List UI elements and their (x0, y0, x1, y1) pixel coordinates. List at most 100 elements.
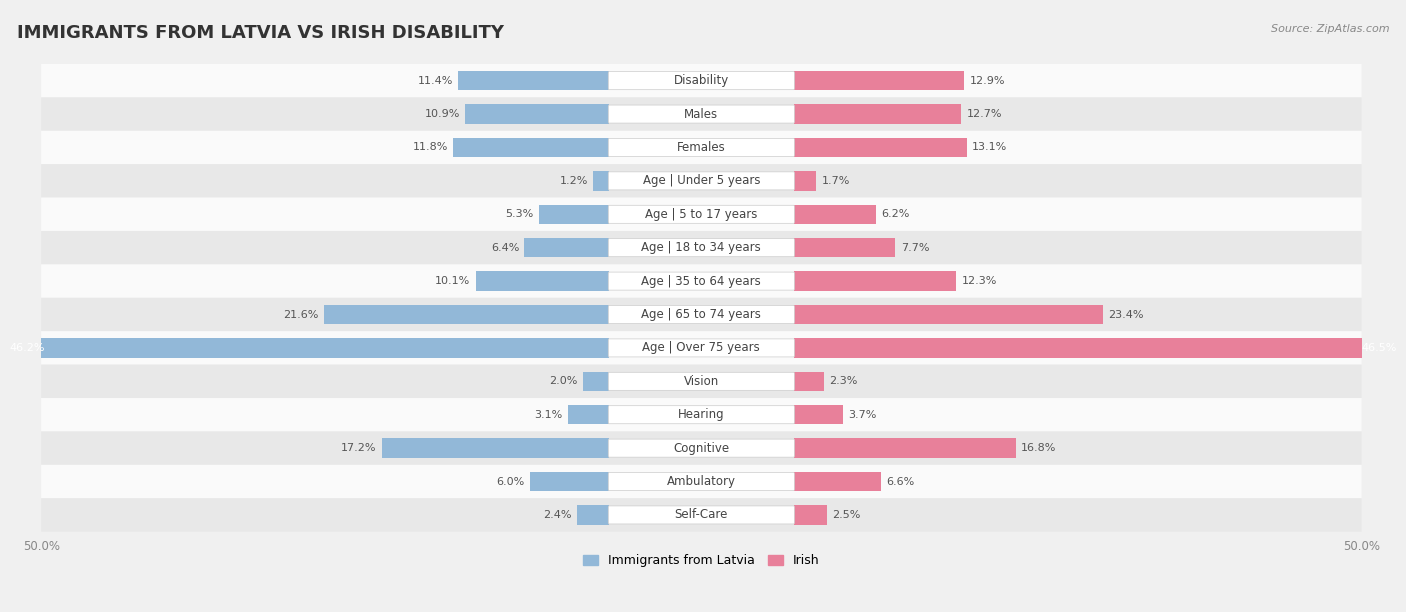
FancyBboxPatch shape (41, 264, 1361, 298)
Bar (794, 271, 956, 291)
Text: Age | 18 to 34 years: Age | 18 to 34 years (641, 241, 761, 254)
Text: Age | Over 75 years: Age | Over 75 years (643, 341, 761, 354)
Text: 3.1%: 3.1% (534, 409, 562, 420)
FancyBboxPatch shape (609, 305, 794, 324)
Text: 6.4%: 6.4% (491, 243, 519, 253)
FancyBboxPatch shape (609, 272, 794, 290)
Bar (465, 105, 609, 124)
Bar (593, 171, 609, 190)
Text: 13.1%: 13.1% (972, 143, 1007, 152)
Text: 16.8%: 16.8% (1021, 443, 1056, 453)
Bar (794, 238, 896, 258)
Bar (794, 371, 824, 391)
Bar (0, 338, 609, 357)
Bar (578, 506, 609, 524)
FancyBboxPatch shape (609, 239, 794, 256)
Text: 17.2%: 17.2% (342, 443, 377, 453)
Text: Disability: Disability (673, 74, 728, 87)
Bar (794, 105, 962, 124)
FancyBboxPatch shape (41, 97, 1361, 131)
Text: 7.7%: 7.7% (901, 243, 929, 253)
FancyBboxPatch shape (41, 331, 1361, 365)
Bar (794, 506, 827, 524)
Text: 11.8%: 11.8% (412, 143, 449, 152)
FancyBboxPatch shape (609, 372, 794, 390)
Text: 2.5%: 2.5% (832, 510, 860, 520)
FancyBboxPatch shape (609, 339, 794, 357)
Text: 12.9%: 12.9% (969, 76, 1005, 86)
Text: 5.3%: 5.3% (505, 209, 534, 219)
Bar (453, 138, 609, 157)
Text: 11.4%: 11.4% (418, 76, 453, 86)
Text: Ambulatory: Ambulatory (666, 475, 735, 488)
Bar (794, 438, 1015, 458)
Bar (475, 271, 609, 291)
Text: 6.0%: 6.0% (496, 477, 524, 487)
Text: IMMIGRANTS FROM LATVIA VS IRISH DISABILITY: IMMIGRANTS FROM LATVIA VS IRISH DISABILI… (17, 24, 503, 42)
FancyBboxPatch shape (41, 198, 1361, 231)
Bar (794, 472, 882, 491)
Text: 3.7%: 3.7% (848, 409, 876, 420)
FancyBboxPatch shape (609, 205, 794, 223)
Text: 6.6%: 6.6% (886, 477, 914, 487)
FancyBboxPatch shape (609, 72, 794, 90)
FancyBboxPatch shape (41, 64, 1361, 97)
Text: 12.7%: 12.7% (967, 109, 1002, 119)
Text: Males: Males (685, 108, 718, 121)
FancyBboxPatch shape (41, 365, 1361, 398)
Text: 10.9%: 10.9% (425, 109, 460, 119)
Text: 1.7%: 1.7% (821, 176, 849, 186)
Text: Source: ZipAtlas.com: Source: ZipAtlas.com (1271, 24, 1389, 34)
Text: 2.0%: 2.0% (548, 376, 578, 386)
Bar (794, 204, 876, 224)
Text: Females: Females (678, 141, 725, 154)
Text: 12.3%: 12.3% (962, 276, 997, 286)
Bar (794, 305, 1102, 324)
Text: 1.2%: 1.2% (560, 176, 588, 186)
Text: 46.2%: 46.2% (10, 343, 45, 353)
Bar (582, 371, 609, 391)
Text: Age | 5 to 17 years: Age | 5 to 17 years (645, 208, 758, 221)
Bar (794, 71, 965, 91)
Text: 2.3%: 2.3% (830, 376, 858, 386)
Bar (458, 71, 609, 91)
Text: 2.4%: 2.4% (544, 510, 572, 520)
Text: Age | Under 5 years: Age | Under 5 years (643, 174, 761, 187)
Bar (382, 438, 609, 458)
Bar (794, 405, 842, 424)
Text: 10.1%: 10.1% (434, 276, 470, 286)
FancyBboxPatch shape (41, 231, 1361, 264)
Bar (794, 171, 817, 190)
FancyBboxPatch shape (41, 164, 1361, 198)
Text: Age | 65 to 74 years: Age | 65 to 74 years (641, 308, 761, 321)
FancyBboxPatch shape (41, 131, 1361, 164)
Bar (538, 204, 609, 224)
Text: Hearing: Hearing (678, 408, 724, 421)
Bar (524, 238, 609, 258)
Text: 23.4%: 23.4% (1108, 310, 1143, 319)
Text: Vision: Vision (683, 375, 718, 388)
FancyBboxPatch shape (609, 472, 794, 491)
FancyBboxPatch shape (41, 398, 1361, 431)
FancyBboxPatch shape (609, 138, 794, 157)
Text: 21.6%: 21.6% (283, 310, 318, 319)
FancyBboxPatch shape (41, 498, 1361, 532)
FancyBboxPatch shape (41, 431, 1361, 465)
FancyBboxPatch shape (609, 105, 794, 123)
Text: 46.5%: 46.5% (1362, 343, 1398, 353)
Text: 6.2%: 6.2% (882, 209, 910, 219)
Text: Cognitive: Cognitive (673, 442, 730, 455)
Text: Age | 35 to 64 years: Age | 35 to 64 years (641, 275, 761, 288)
Text: Self-Care: Self-Care (675, 509, 728, 521)
Bar (794, 138, 967, 157)
Bar (530, 472, 609, 491)
Bar (323, 305, 609, 324)
Bar (568, 405, 609, 424)
FancyBboxPatch shape (609, 439, 794, 457)
FancyBboxPatch shape (609, 172, 794, 190)
FancyBboxPatch shape (41, 465, 1361, 498)
FancyBboxPatch shape (609, 406, 794, 424)
Bar (794, 338, 1406, 357)
Legend: Immigrants from Latvia, Irish: Immigrants from Latvia, Irish (578, 549, 824, 572)
FancyBboxPatch shape (41, 298, 1361, 331)
